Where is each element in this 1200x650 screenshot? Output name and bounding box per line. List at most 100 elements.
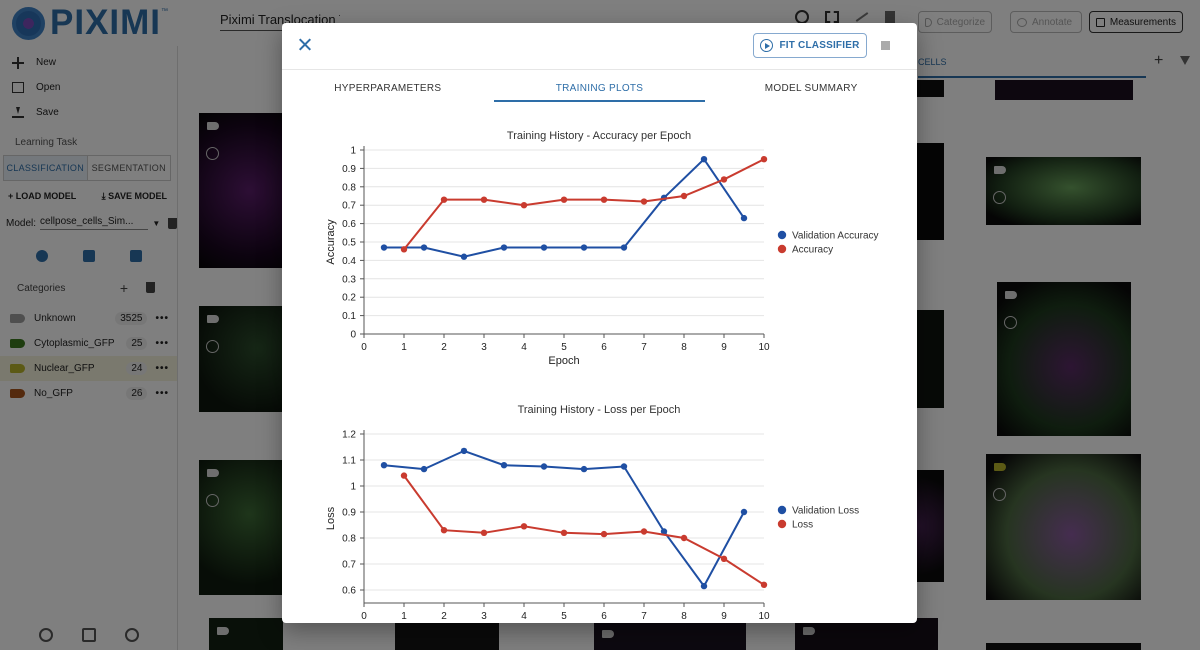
y-tick-label: 0.1 xyxy=(342,311,356,322)
x-tick-label: 3 xyxy=(481,611,487,622)
y-tick-label: 0.8 xyxy=(342,182,356,193)
series-line xyxy=(403,475,765,586)
legend-marker xyxy=(777,230,787,240)
series-line xyxy=(403,158,765,250)
data-point xyxy=(600,530,608,538)
x-tick-label: 5 xyxy=(561,342,567,353)
y-tick-label: 1.1 xyxy=(342,456,356,467)
series-line xyxy=(383,449,745,588)
tab-indicator xyxy=(494,100,705,102)
chart-title: Training History - Loss per Epoch xyxy=(518,404,681,416)
x-tick-label: 6 xyxy=(601,611,607,622)
y-tick-label: 0.6 xyxy=(342,586,356,597)
close-icon[interactable] xyxy=(297,37,313,53)
x-tick-label: 1 xyxy=(401,611,407,622)
data-point xyxy=(440,527,448,534)
legend-label: Validation Loss xyxy=(792,506,859,517)
data-point xyxy=(740,214,748,222)
data-point xyxy=(580,465,588,473)
tab-model-summary[interactable]: MODEL SUMMARY xyxy=(764,82,858,94)
data-point xyxy=(640,198,648,205)
data-point xyxy=(480,529,488,536)
data-point xyxy=(440,196,448,203)
legend-label: Validation Accuracy xyxy=(792,231,879,242)
data-point xyxy=(500,462,508,469)
x-tick-label: 4 xyxy=(521,611,527,622)
data-point xyxy=(560,196,568,203)
data-point xyxy=(380,462,388,469)
data-point xyxy=(420,465,428,473)
data-point xyxy=(400,472,408,479)
data-point xyxy=(540,463,548,470)
data-point xyxy=(740,508,748,516)
dialog-tabs: HYPERPARAMETERS TRAINING PLOTS MODEL SUM… xyxy=(282,73,917,103)
x-axis-label: Epoch xyxy=(548,355,579,367)
series-line xyxy=(384,157,745,258)
x-tick-label: 7 xyxy=(641,611,647,622)
x-tick-label: 2 xyxy=(441,611,447,622)
x-tick-label: 4 xyxy=(521,342,527,353)
x-tick-label: 5 xyxy=(561,611,567,622)
data-point xyxy=(380,244,388,251)
tab-hyperparameters[interactable]: HYPERPARAMETERS xyxy=(334,82,442,94)
y-tick-label: 0.9 xyxy=(342,164,356,175)
data-point xyxy=(760,581,768,588)
play-circle-icon xyxy=(760,39,774,52)
data-point xyxy=(700,582,708,590)
fit-classifier-button[interactable]: FIT CLASSIFIER xyxy=(753,33,867,58)
tab-training-plots[interactable]: TRAINING PLOTS xyxy=(555,82,644,94)
legend-label: Accuracy xyxy=(792,245,833,256)
data-point xyxy=(580,244,588,251)
x-tick-label: 3 xyxy=(481,342,487,353)
legend-label: Loss xyxy=(792,520,813,531)
x-tick-label: 0 xyxy=(361,611,367,622)
y-tick-label: 0.5 xyxy=(342,238,356,249)
data-point xyxy=(720,555,728,562)
accuracy-chart: Training History - Accuracy per Epoch 0 0.… xyxy=(325,130,879,367)
y-tick-label: 0.2 xyxy=(342,293,356,304)
x-tick-label: 7 xyxy=(641,342,647,353)
data-point xyxy=(400,246,408,253)
x-tick-label: 8 xyxy=(681,342,687,353)
y-axis-label: Accuracy xyxy=(325,219,337,265)
data-point xyxy=(560,529,568,536)
legend-marker xyxy=(777,505,787,515)
data-point xyxy=(720,176,728,183)
data-point xyxy=(620,463,628,470)
y-tick-label: 0.9 xyxy=(342,508,356,519)
fit-classifier-label: FIT CLASSIFIER xyxy=(779,40,860,51)
x-tick-label: 6 xyxy=(601,342,607,353)
x-tick-label: 9 xyxy=(721,611,727,622)
divider xyxy=(282,69,917,70)
y-tick-label: 1 xyxy=(350,146,356,157)
data-point xyxy=(520,523,528,530)
y-tick-label: 1 xyxy=(350,482,356,493)
legend-marker xyxy=(777,519,787,529)
y-tick-label: 0.6 xyxy=(342,219,356,230)
data-point xyxy=(760,156,768,163)
y-tick-label: 0.7 xyxy=(342,560,356,571)
data-point xyxy=(620,244,628,251)
y-tick-label: 0.8 xyxy=(342,534,356,545)
x-tick-label: 0 xyxy=(361,342,367,353)
data-point xyxy=(700,156,708,163)
legend-marker xyxy=(777,244,787,254)
x-tick-label: 8 xyxy=(681,611,687,622)
fit-classifier-dialog: FIT CLASSIFIER HYPERPARAMETERS TRAINING … xyxy=(282,23,917,623)
x-tick-label: 9 xyxy=(721,342,727,353)
data-point xyxy=(520,202,528,209)
x-tick-label: 2 xyxy=(441,342,447,353)
loss-chart: Training History - Loss per Epoch 0.6 0.7 0… xyxy=(325,404,859,622)
data-point xyxy=(500,244,508,251)
stop-icon[interactable] xyxy=(881,41,890,50)
x-tick-label: 1 xyxy=(401,342,407,353)
x-tick-label: 10 xyxy=(758,611,770,622)
data-point xyxy=(480,196,488,203)
data-point xyxy=(540,244,548,251)
y-tick-label: 0.7 xyxy=(342,201,356,212)
y-tick-label: 0.3 xyxy=(342,274,356,285)
data-point xyxy=(460,253,468,260)
data-point xyxy=(680,192,688,200)
y-tick-label: 1.2 xyxy=(342,430,356,441)
data-point xyxy=(680,534,688,542)
